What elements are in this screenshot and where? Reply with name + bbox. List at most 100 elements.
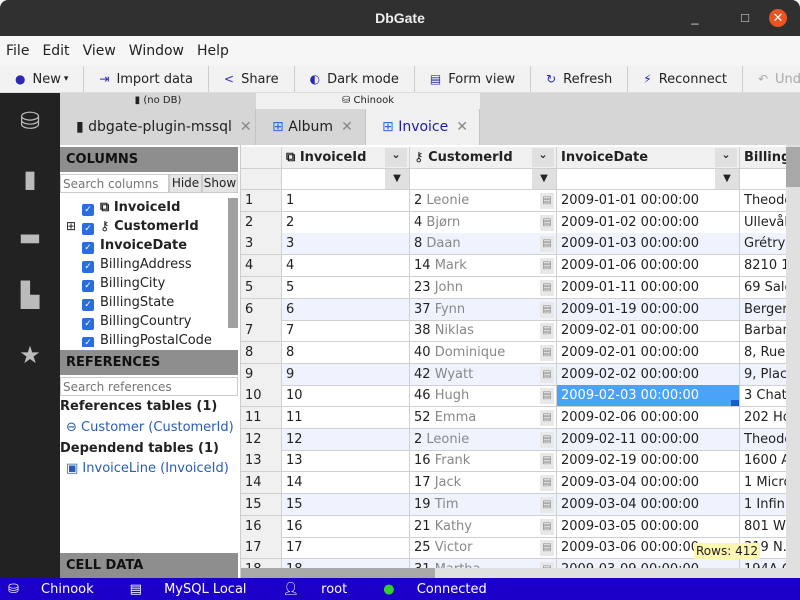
cell-invoiceid[interactable]: 10 [282, 385, 410, 408]
cell-invoiceid[interactable]: 18 [282, 558, 410, 568]
plugin-icon[interactable]: ▙ [20, 281, 40, 309]
cell-invoiceid[interactable]: 2 [282, 211, 410, 234]
cell-invoicedate[interactable]: 2009-03-04 00:00:00 [557, 472, 740, 495]
star-icon[interactable]: ★ [19, 341, 41, 369]
undo-button[interactable]: ↶Undo [757, 71, 800, 87]
checkbox[interactable]: ✓ [82, 261, 94, 273]
maximize-button[interactable]: □ [741, 10, 749, 25]
dark-mode-button[interactable]: ◐ Dark mode [295, 66, 415, 92]
menu-view[interactable]: View [82, 43, 116, 59]
close-tab-icon[interactable]: ✕ [239, 119, 252, 135]
cell-customerid[interactable]: 16 Frank ▤ [410, 450, 557, 473]
archive-icon[interactable]: ▬ [18, 223, 42, 251]
hide-button[interactable]: Hide [169, 174, 202, 193]
column-filter-input[interactable]: ▼ [410, 169, 557, 190]
menu-file[interactable]: File [6, 43, 30, 59]
search-references-input[interactable] [60, 377, 238, 396]
column-filter-input[interactable]: ▼ [557, 169, 740, 190]
cell-invoicedate[interactable]: 2009-02-06 00:00:00 [557, 407, 740, 429]
filter-icon[interactable]: ▼ [385, 169, 409, 189]
filter-icon[interactable]: ▼ [715, 169, 739, 189]
cell-customerid[interactable]: 2 Leonie ▤ [410, 190, 557, 212]
cell-customerid[interactable]: 42 Wyatt ▤ [410, 363, 557, 386]
cell-billingaddress[interactable]: 1 Infini [740, 493, 786, 516]
form-lookup-icon[interactable]: ▤ [540, 388, 554, 405]
close-tab-icon[interactable]: ✕ [456, 119, 468, 135]
tab-invoice[interactable]: ⊞ Invoice ✕ [366, 109, 480, 145]
row-number[interactable]: 15 [241, 493, 282, 516]
checkbox[interactable]: ✓ [82, 280, 94, 292]
cell-invoicedate[interactable]: 2009-03-09 00:00:00 [557, 558, 740, 568]
import-data-button[interactable]: ⇥ Import data [84, 66, 209, 92]
cell-billingaddress[interactable]: Theodo [740, 428, 786, 451]
cell-customerid[interactable]: 40 Dominique ▤ [410, 341, 557, 364]
form-lookup-icon[interactable]: ▤ [540, 258, 554, 275]
reconnect-button[interactable]: ⚡ Reconnect [628, 66, 743, 92]
columns-scrollbar[interactable] [228, 198, 238, 328]
cell-invoiceid[interactable]: 1 [282, 190, 410, 212]
cell-invoiceid[interactable]: 8 [282, 341, 410, 364]
tab-dbgate-plugin-mssql[interactable]: ▮ dbgate-plugin-mssql ✕ [60, 109, 256, 145]
refresh-button[interactable]: ↻ Refresh [531, 66, 629, 92]
column-item[interactable]: ✓ ⧉ InvoiceId [82, 198, 180, 217]
row-number[interactable]: 12 [241, 428, 282, 451]
cell-invoiceid[interactable]: 9 [282, 363, 410, 386]
cell-invoicedate[interactable]: 2009-02-01 00:00:00 [557, 341, 740, 364]
close-tab-icon[interactable]: ✕ [341, 119, 353, 135]
cell-billingaddress[interactable]: 8, Rue [740, 342, 786, 364]
cell-customerid[interactable]: 46 Hugh ▤ [410, 385, 557, 408]
column-header-invoiceid[interactable]: ⧉ InvoiceId ⌄ [282, 147, 410, 169]
status-database[interactable]: ⛁ Chinook [8, 581, 94, 597]
cell-invoicedate[interactable]: 2009-02-01 00:00:00 [557, 320, 740, 343]
cell-invoiceid[interactable]: 11 [282, 407, 410, 429]
column-item[interactable]: ✓ BillingCountry [82, 312, 192, 331]
form-lookup-icon[interactable]: ▤ [540, 410, 554, 426]
cell-invoiceid[interactable]: 3 [282, 233, 410, 256]
checkbox[interactable]: ✓ [82, 318, 94, 330]
form-lookup-icon[interactable]: ▤ [540, 279, 554, 296]
cell-customerid[interactable]: 4 Bjørn ▤ [410, 211, 557, 234]
database-icon[interactable]: ⛁ [19, 107, 41, 135]
cell-invoiceid[interactable]: 5 [282, 276, 410, 299]
share-button[interactable]: < Share [209, 66, 295, 92]
form-lookup-icon[interactable]: ▤ [540, 366, 554, 383]
menu-edit[interactable]: Edit [42, 43, 70, 59]
cell-invoicedate[interactable]: 2009-01-11 00:00:00 [557, 276, 740, 299]
row-number[interactable]: 2 [241, 211, 282, 234]
form-lookup-icon[interactable]: ▤ [540, 540, 554, 557]
cell-invoicedate[interactable]: 2009-02-11 00:00:00 [557, 428, 740, 451]
row-number[interactable]: 10 [241, 385, 282, 408]
form-lookup-icon[interactable]: ▤ [540, 431, 554, 448]
vertical-scrollbar[interactable] [786, 145, 800, 578]
cell-invoiceid[interactable]: 15 [282, 493, 410, 516]
tab-album[interactable]: ⊞ Album ✕ [256, 109, 366, 145]
cell-invoicedate[interactable]: 2009-01-19 00:00:00 [557, 298, 740, 321]
form-lookup-icon[interactable]: ▤ [540, 344, 554, 361]
cell-customerid[interactable]: 17 Jack ▤ [410, 472, 557, 495]
cell-data-header[interactable]: CELL DATA [60, 553, 238, 578]
cell-invoiceid[interactable]: 16 [282, 515, 410, 538]
reference-link-customer[interactable]: ⊖ Customer (CustomerId) [66, 420, 234, 435]
column-menu-button[interactable]: ⌄ [532, 148, 554, 167]
cell-billingaddress[interactable]: Grétrys [740, 233, 786, 256]
cell-invoiceid[interactable]: 14 [282, 472, 410, 495]
form-lookup-icon[interactable]: ▤ [540, 214, 554, 231]
form-lookup-icon[interactable]: ▤ [540, 301, 554, 318]
column-item[interactable]: ✓ BillingCity [82, 274, 165, 293]
cell-invoicedate[interactable]: 2009-02-19 00:00:00 [557, 450, 740, 473]
cell-billingaddress[interactable]: 1600 A [740, 450, 786, 473]
checkbox[interactable]: ✓ [82, 299, 94, 311]
checkbox[interactable]: ✓ [82, 204, 94, 216]
file-icon[interactable]: ▮ [23, 165, 37, 193]
cell-billingaddress[interactable]: Barbar [740, 320, 786, 343]
dependent-link-invoiceline[interactable]: ▣ InvoiceLine (InvoiceId) [66, 461, 229, 476]
checkbox[interactable]: ✓ [82, 242, 94, 254]
form-lookup-icon[interactable]: ▤ [540, 323, 554, 340]
cell-invoicedate[interactable]: 2009-01-01 00:00:00 [557, 190, 740, 212]
cell-invoicedate[interactable]: 2009-01-06 00:00:00 [557, 255, 740, 278]
cell-invoiceid[interactable]: 7 [282, 320, 410, 343]
cell-customerid[interactable]: 14 Mark ▤ [410, 255, 557, 278]
cell-billingaddress[interactable]: Theodor [740, 190, 786, 212]
column-menu-button[interactable]: ⌄ [715, 148, 737, 167]
column-header-invoicedate[interactable]: InvoiceDate ⌄ [557, 147, 740, 169]
